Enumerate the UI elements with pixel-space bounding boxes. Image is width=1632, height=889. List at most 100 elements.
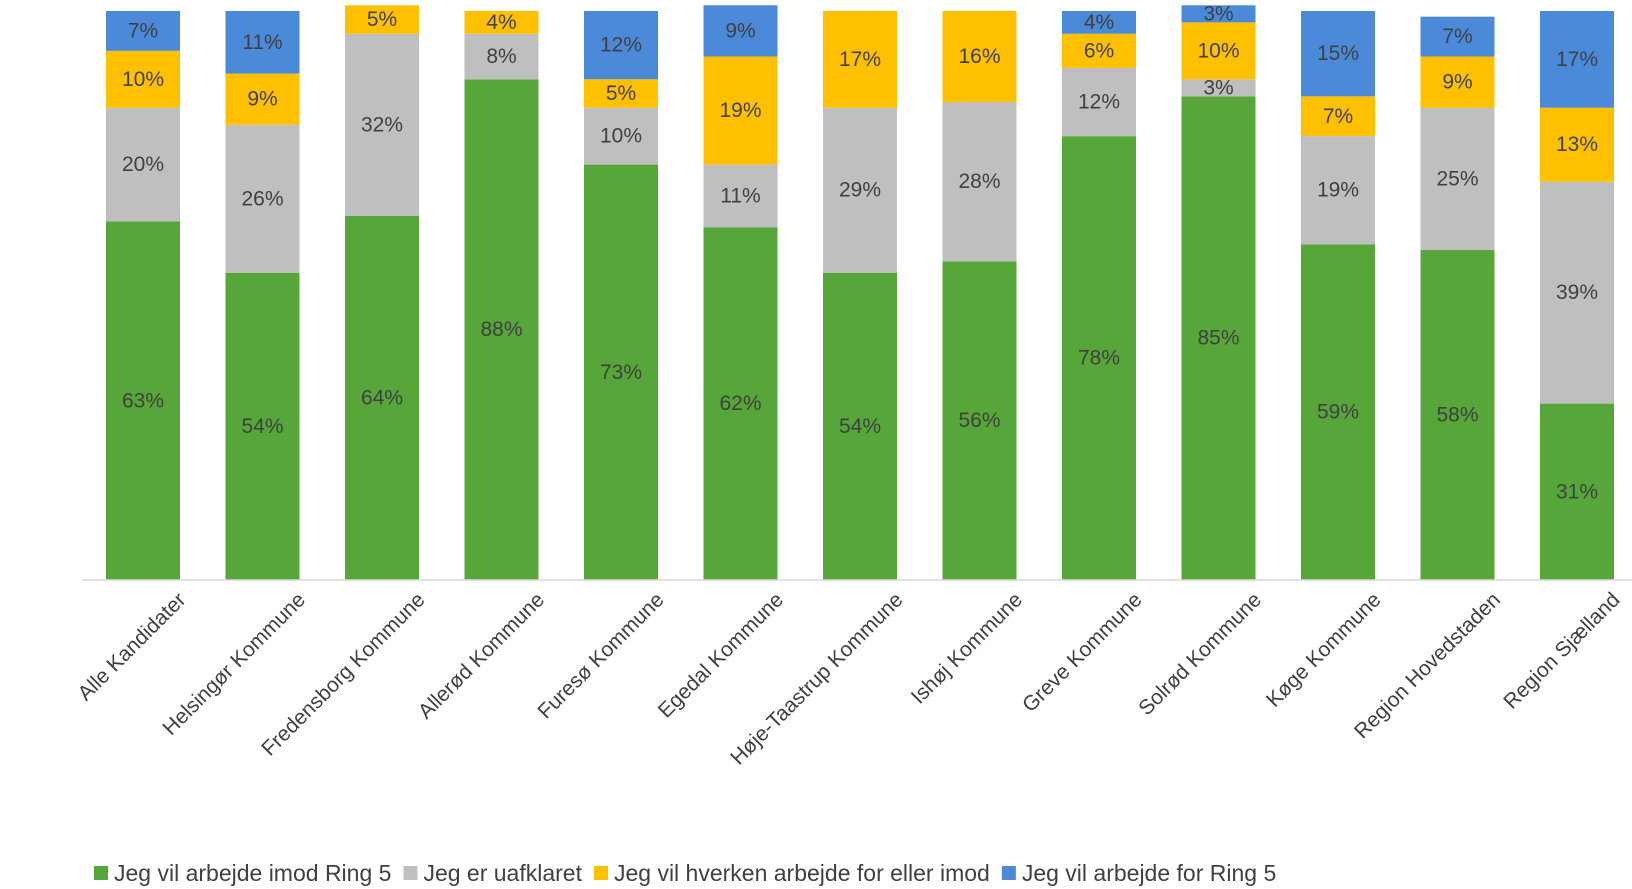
legend-swatch bbox=[94, 866, 108, 880]
bar-segment bbox=[1062, 33, 1136, 68]
data-label: 64% bbox=[361, 386, 403, 409]
bar-segment bbox=[1420, 16, 1495, 57]
data-label: 12% bbox=[1078, 91, 1120, 114]
bar-segment bbox=[225, 124, 300, 273]
data-label: 9% bbox=[725, 19, 755, 42]
bar-segment bbox=[1301, 244, 1375, 581]
bar-segment bbox=[1062, 67, 1136, 137]
data-label: 73% bbox=[600, 361, 642, 384]
bar-segment bbox=[1540, 107, 1614, 182]
data-label: 3% bbox=[1203, 2, 1233, 25]
category-label: Greve Kommune bbox=[1018, 588, 1147, 717]
legend-label: Jeg er uafklaret bbox=[423, 860, 582, 886]
data-label: 28% bbox=[958, 170, 1000, 193]
legend-label: Jeg vil arbejde imod Ring 5 bbox=[114, 860, 391, 886]
data-label: 7% bbox=[1442, 25, 1472, 48]
data-label: 17% bbox=[839, 48, 881, 71]
legend-item: Jeg vil hverken arbejde for eller imod bbox=[593, 860, 990, 886]
data-label: 88% bbox=[480, 318, 522, 341]
bar-segment bbox=[584, 107, 658, 165]
data-label: 8% bbox=[486, 45, 516, 68]
bar-segment bbox=[106, 107, 180, 222]
data-label: 54% bbox=[241, 415, 283, 438]
bar-segment bbox=[106, 221, 180, 580]
data-label: 25% bbox=[1436, 167, 1478, 190]
data-label: 5% bbox=[606, 82, 636, 105]
bar-segment bbox=[1540, 11, 1614, 108]
bar-segment bbox=[1420, 56, 1495, 108]
bar-segment bbox=[584, 164, 658, 580]
bar-segment bbox=[584, 11, 658, 80]
bar-segment bbox=[942, 261, 1017, 580]
data-label: 56% bbox=[958, 409, 1000, 432]
data-label: 11% bbox=[242, 31, 282, 54]
bar-segment bbox=[1420, 107, 1495, 250]
bar-segment bbox=[1062, 11, 1136, 34]
bar-segment bbox=[225, 73, 300, 125]
legend-label: Jeg vil arbejde for Ring 5 bbox=[1022, 860, 1276, 886]
data-label: 7% bbox=[1323, 105, 1353, 128]
bar-segment bbox=[1301, 11, 1375, 97]
legend-item: Jeg vil arbejde for Ring 5 bbox=[1001, 860, 1276, 886]
bar-segment bbox=[225, 11, 300, 74]
bar-segment bbox=[942, 102, 1017, 262]
data-label: 19% bbox=[719, 99, 761, 122]
bar-segment bbox=[703, 5, 778, 57]
data-label: 58% bbox=[1436, 403, 1478, 426]
bar-segment bbox=[464, 33, 539, 80]
bar-segment bbox=[584, 79, 658, 108]
legend-label: Jeg vil hverken arbejde for eller imod bbox=[614, 860, 990, 886]
bar-segment bbox=[106, 50, 180, 108]
category-label: Furesø Kommune bbox=[533, 588, 668, 723]
bar-segment bbox=[703, 56, 778, 165]
data-label: 10% bbox=[600, 125, 642, 148]
bar-segment bbox=[464, 11, 539, 34]
category-label: Solrød Kommune bbox=[1134, 588, 1266, 720]
bar-segment bbox=[823, 107, 897, 273]
data-label: 9% bbox=[1442, 71, 1472, 94]
category-label: Køge Kommune bbox=[1262, 588, 1386, 712]
data-label: 16% bbox=[958, 45, 1000, 68]
category-label: Allerød Kommune bbox=[414, 588, 549, 723]
category-label: Alle Kandidater bbox=[74, 588, 191, 705]
data-label: 19% bbox=[1317, 179, 1359, 202]
data-label: 9% bbox=[247, 88, 277, 111]
data-label: 7% bbox=[128, 19, 158, 42]
data-label: 4% bbox=[1084, 11, 1114, 34]
bar-segment bbox=[823, 11, 897, 108]
bar-segment bbox=[106, 11, 180, 51]
bar-segment bbox=[1181, 22, 1256, 80]
data-label: 85% bbox=[1197, 327, 1239, 350]
bar-segment bbox=[345, 33, 419, 216]
bar-segment bbox=[1420, 249, 1495, 581]
data-label: 5% bbox=[367, 8, 397, 31]
legend-item: Jeg vil arbejde imod Ring 5 bbox=[94, 860, 391, 886]
data-label: 10% bbox=[1197, 39, 1239, 62]
bar-segment bbox=[703, 164, 778, 228]
bar-segment bbox=[703, 227, 778, 580]
bar-segment bbox=[345, 215, 419, 580]
data-label: 3% bbox=[1203, 76, 1233, 99]
bar-segment bbox=[1540, 403, 1614, 580]
bar-segment bbox=[464, 79, 539, 580]
legend-swatch bbox=[403, 866, 418, 880]
data-label: 39% bbox=[1556, 281, 1598, 304]
legend-swatch bbox=[1001, 866, 1016, 880]
bar-segment bbox=[1181, 96, 1256, 580]
category-label: Ishøj Kommune bbox=[907, 588, 1027, 708]
data-label: 20% bbox=[122, 153, 164, 176]
data-label: 17% bbox=[1556, 48, 1598, 71]
bar-segment bbox=[1301, 96, 1375, 137]
bar-segment bbox=[225, 272, 300, 580]
bar-segment bbox=[1301, 136, 1375, 245]
category-label: Region Sjælland bbox=[1499, 588, 1624, 713]
data-label: 11% bbox=[720, 184, 760, 207]
data-label: 6% bbox=[1084, 39, 1114, 62]
category-label: Egedal Kommune bbox=[654, 588, 788, 722]
data-label: 29% bbox=[839, 179, 881, 202]
data-label: 12% bbox=[600, 34, 642, 57]
data-label: 10% bbox=[122, 68, 164, 91]
bar-segment bbox=[942, 11, 1017, 103]
